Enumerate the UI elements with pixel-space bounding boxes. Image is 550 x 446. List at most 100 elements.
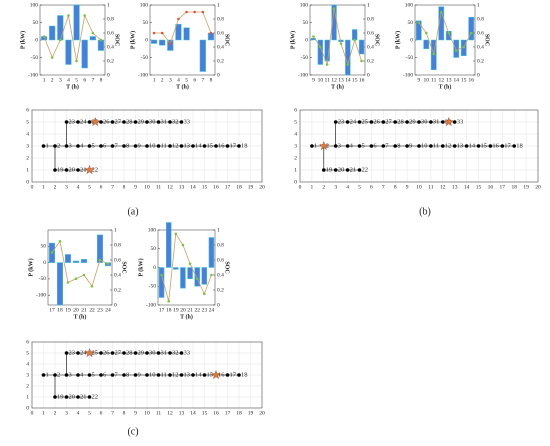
x-tick-label: 10 [424, 77, 430, 83]
node-label: 21 [350, 166, 357, 173]
bar [81, 39, 88, 69]
node [310, 144, 314, 148]
node [156, 120, 161, 124]
x-tick-label: 20 [259, 410, 265, 416]
node [441, 120, 445, 124]
node [122, 351, 126, 355]
soc-marker [469, 31, 473, 35]
node [357, 144, 362, 148]
node [64, 120, 69, 124]
x-tick-label: 13 [179, 410, 185, 416]
x-tick-label: 21 [81, 307, 87, 313]
y2-axis-label: SOC [224, 261, 230, 273]
node-label: 19 [326, 166, 333, 173]
node [417, 144, 421, 148]
bar [352, 29, 358, 41]
node [64, 395, 69, 399]
node [133, 373, 138, 377]
node [393, 120, 398, 124]
bar [167, 39, 174, 51]
y2-tick-label: 1 [107, 2, 110, 8]
x-tick-label: 16 [359, 77, 365, 83]
y-tick-label: 0 [26, 405, 29, 411]
y2-tick-label: 0.8 [367, 16, 374, 22]
node-label: 5 [362, 142, 365, 149]
bar [72, 260, 80, 263]
node [214, 144, 218, 148]
node-label: 13 [457, 142, 464, 149]
node-label: 13 [184, 142, 191, 149]
node-label: 28 [126, 349, 133, 356]
soc-marker [98, 258, 102, 262]
y-tick-label: -100 [138, 72, 148, 78]
node [452, 144, 457, 148]
bar [199, 39, 206, 72]
y-tick-label: 50 [41, 244, 47, 250]
node [168, 351, 172, 355]
node-label: 8 [126, 371, 129, 378]
node-label: 28 [397, 118, 404, 125]
node [76, 351, 80, 355]
node-label: 22 [92, 393, 99, 400]
y2-tick-label: 0.6 [217, 30, 224, 36]
x-tick-label: 2 [54, 184, 57, 190]
x-tick-label: 3 [65, 184, 68, 190]
node [322, 168, 326, 172]
node [441, 144, 445, 148]
node-label: 5 [92, 142, 95, 149]
node-label: 10 [149, 371, 156, 378]
node-label: 15 [207, 371, 214, 378]
x-tick-label: 9 [417, 77, 420, 83]
node-label: 21 [80, 393, 87, 400]
node-label: 18 [241, 142, 248, 149]
node-label: 5 [92, 371, 95, 378]
soc-marker [339, 42, 343, 45]
node [64, 168, 69, 172]
x-tick-label: 18 [236, 184, 242, 190]
x-tick-label: 20 [535, 184, 541, 190]
ess-star [443, 116, 454, 127]
soc-marker [360, 59, 363, 63]
soc-marker [203, 292, 206, 296]
node-label: 14 [195, 142, 202, 149]
node [122, 373, 126, 377]
y-tick-label: 0 [43, 260, 46, 266]
y2-tick-label: 0 [217, 72, 220, 78]
x-tick-label: 9 [134, 410, 137, 416]
y2-tick-label: 1 [114, 227, 117, 233]
node-label: 32 [172, 118, 179, 125]
x-tick-label: 1 [43, 77, 46, 83]
x-tick-label: 11 [325, 77, 331, 83]
node [145, 351, 149, 355]
node [452, 120, 457, 124]
node-label: 11 [161, 142, 167, 149]
x-tick-label: 19 [248, 410, 254, 416]
node-label: 8 [126, 142, 129, 149]
x-axis-label: T (h) [439, 83, 452, 90]
soc-marker [160, 31, 164, 35]
y-tick-label: 1 [294, 167, 297, 173]
y-tick-label: 100 [300, 2, 309, 8]
soc-marker [210, 273, 213, 277]
x-tick-label: 14 [190, 184, 196, 190]
x-tick-label: 15 [202, 410, 208, 416]
node-label: 1 [314, 142, 317, 149]
soc-line [51, 240, 109, 288]
node [429, 144, 433, 148]
node [179, 144, 184, 148]
node-label: 11 [161, 371, 167, 378]
soc-marker [195, 277, 199, 281]
x-tick-label: 16 [213, 184, 219, 190]
node-label: 20 [69, 166, 76, 173]
y2-tick-label: 0.6 [367, 30, 374, 36]
x-tick-label: 11 [428, 184, 434, 190]
panel-label: (b) [419, 206, 431, 217]
node [122, 144, 126, 148]
node [87, 395, 92, 399]
node [168, 120, 172, 124]
x-tick-label: 23 [97, 307, 103, 313]
bar [158, 267, 165, 298]
bar [173, 267, 179, 270]
node-label: 33 [457, 118, 464, 125]
bar [453, 39, 460, 58]
